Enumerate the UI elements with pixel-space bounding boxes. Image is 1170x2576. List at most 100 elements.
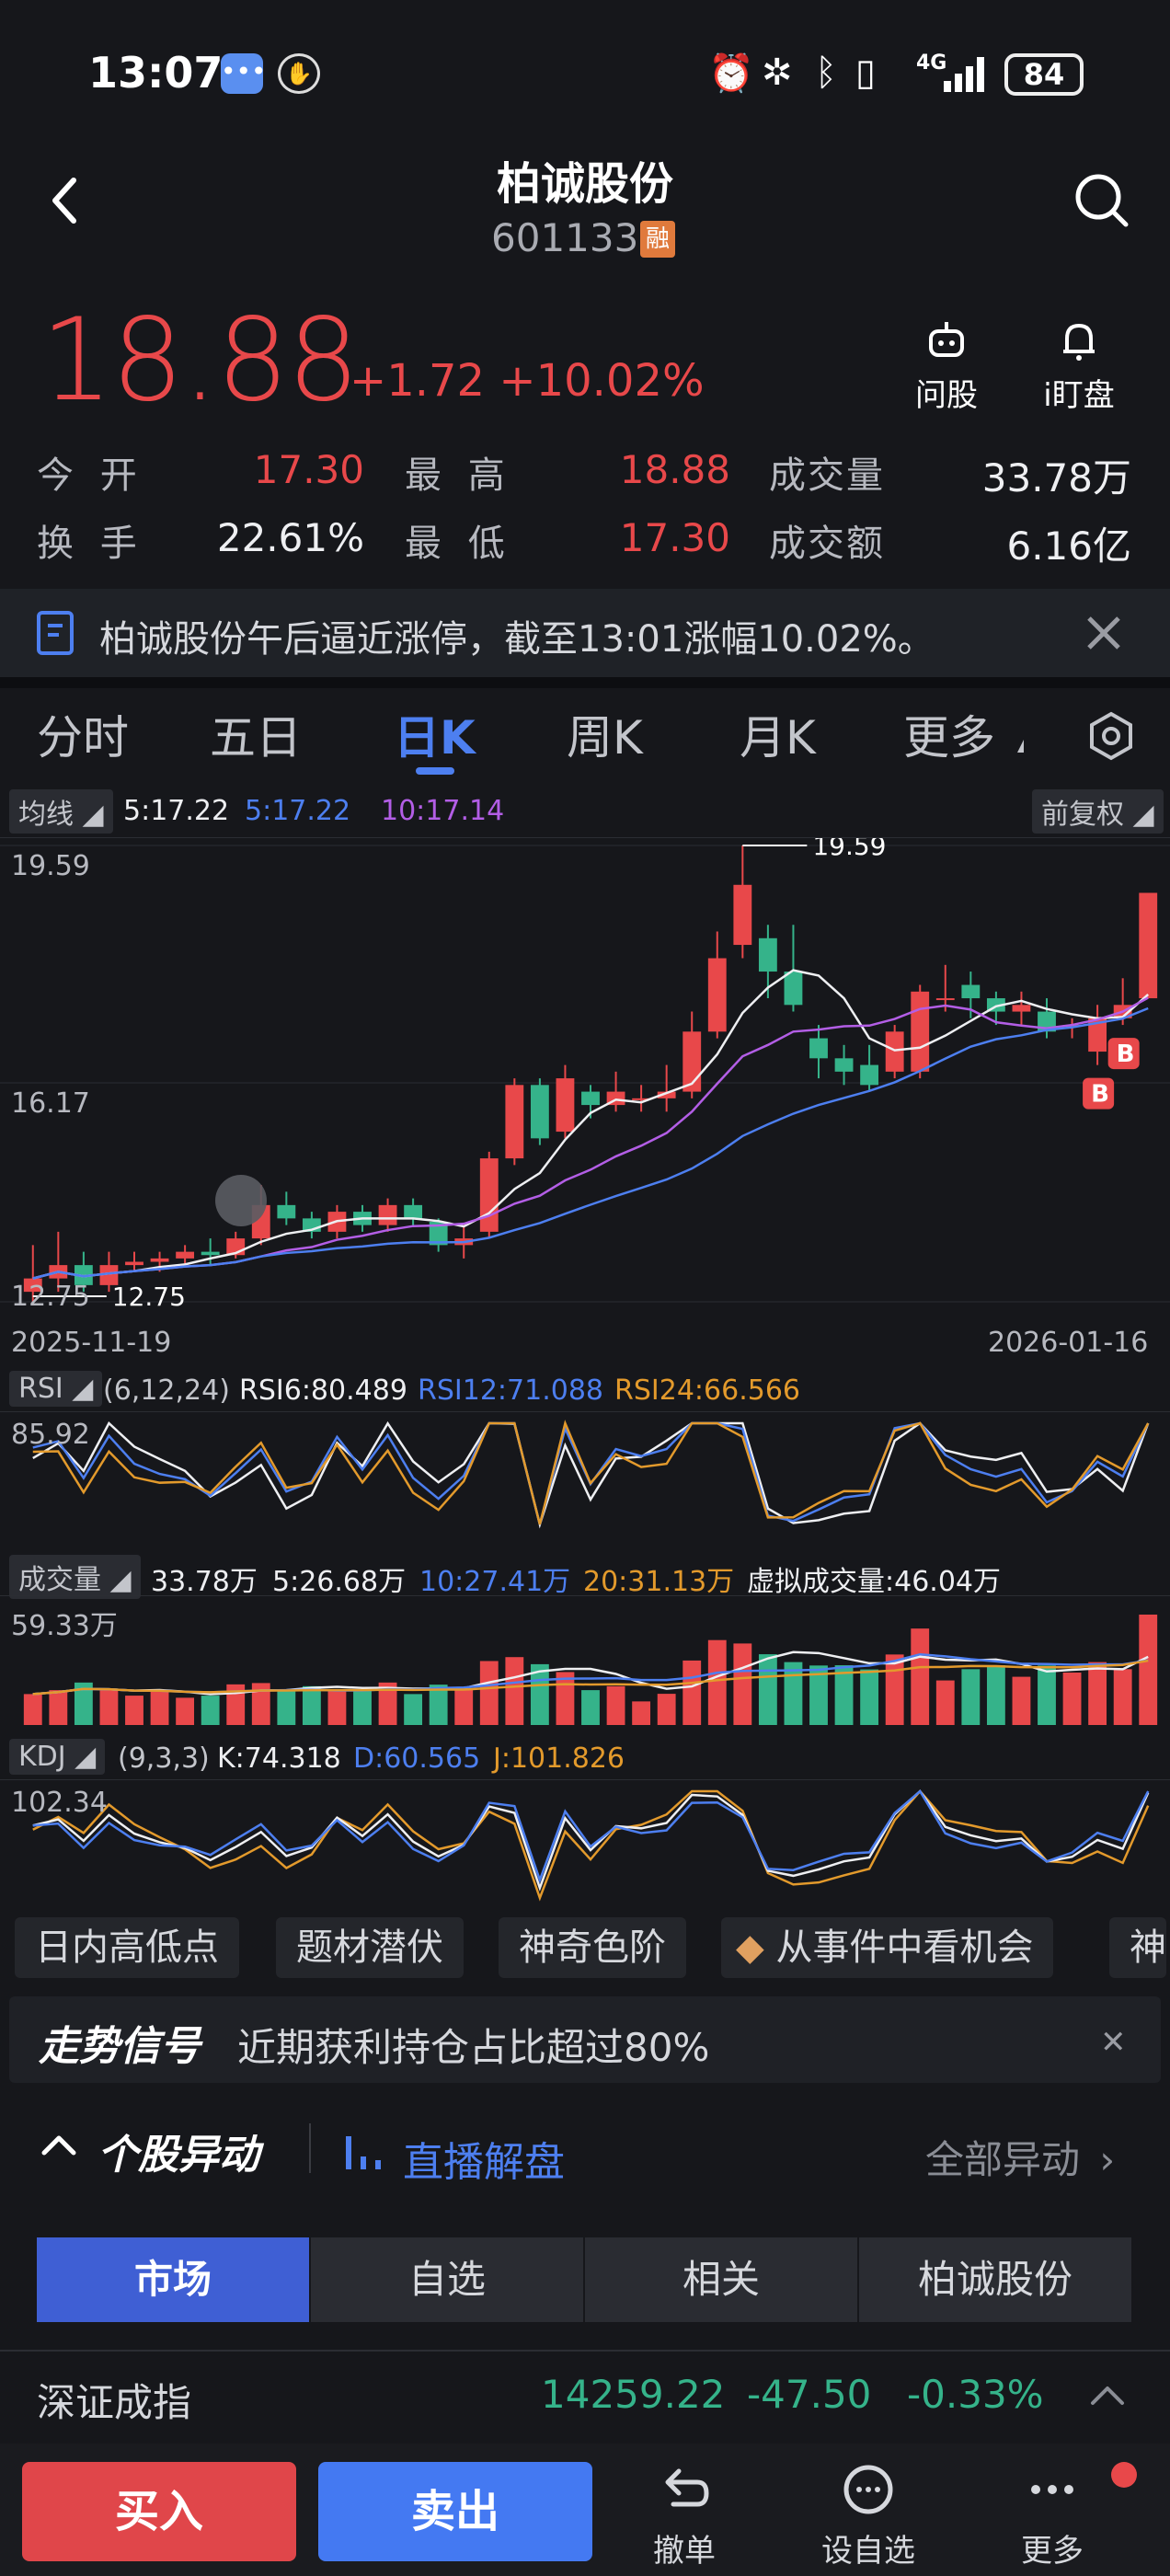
volume-bar xyxy=(784,1662,803,1725)
active-tab-indicator xyxy=(416,767,454,775)
kdj-selector[interactable]: KDJ ◢ xyxy=(9,1739,106,1775)
candle-body xyxy=(429,1221,448,1246)
kdj-d-line xyxy=(32,1789,1150,1884)
kdj-y-top: 102.34 xyxy=(11,1787,108,1819)
kdj-k-line xyxy=(32,1789,1150,1892)
high-label: 最 高 xyxy=(405,454,512,497)
kdj-svg xyxy=(32,1789,1150,1902)
ma-selector[interactable]: 均线 ◢ xyxy=(9,789,113,834)
tab-intraday[interactable]: 分时 xyxy=(37,711,129,765)
volume-chart[interactable] xyxy=(0,1595,1170,1725)
candle-body xyxy=(176,1251,195,1259)
volume-bar xyxy=(935,1680,955,1725)
candle-body xyxy=(556,1078,575,1133)
chevron-up-icon xyxy=(1091,2386,1124,2405)
more-button[interactable]: 更多 xyxy=(988,2462,1117,2570)
buy-signal-badge xyxy=(1083,1077,1115,1110)
buy-signal-label: B xyxy=(1091,1081,1109,1109)
volume-bar xyxy=(327,1690,347,1725)
candle-body xyxy=(632,1098,651,1100)
candle-body xyxy=(1012,1005,1031,1012)
dropdown-triangle-icon xyxy=(1017,740,1024,753)
tab-more[interactable]: 更多 xyxy=(903,711,995,765)
rsi12-line xyxy=(32,1421,1150,1525)
volume-selector[interactable]: 成交量 ◢ xyxy=(9,1555,141,1599)
more-label: 更多 xyxy=(1021,2533,1084,2570)
volume-bar xyxy=(1012,1676,1031,1725)
live-analysis-link[interactable]: 直播解盘 xyxy=(403,2139,565,2186)
chip-events-label: 从事件中看机会 xyxy=(775,1926,1034,1969)
min-marker-label: 12.75 xyxy=(112,1282,186,1312)
candle-body xyxy=(201,1251,220,1256)
chip-theme[interactable]: 题材潜伏 xyxy=(276,1917,464,1978)
chip-intraday-highlow[interactable]: 日内高低点 xyxy=(15,1917,239,1978)
rsi-svg xyxy=(32,1420,1150,1529)
pencil-icon xyxy=(215,1175,267,1226)
ask-stock-label: 问股 xyxy=(915,377,978,414)
volume-bar xyxy=(1038,1665,1056,1725)
tab-daily-k[interactable]: 日K xyxy=(394,711,476,765)
volume-bar xyxy=(657,1694,676,1725)
close-signal-button[interactable]: ✕ xyxy=(1100,2024,1127,2061)
cancel-order-button[interactable]: 撤单 xyxy=(620,2462,749,2570)
volume-bar xyxy=(606,1685,625,1725)
rsi-selector[interactable]: RSI ◢ xyxy=(9,1371,103,1407)
ask-stock-button[interactable]: 问股 xyxy=(896,318,997,415)
back-button[interactable] xyxy=(46,173,92,228)
seg-watchlist[interactable]: 自选 xyxy=(311,2237,583,2322)
kdj-selector-label: KDJ xyxy=(18,1741,66,1773)
diamond-icon: ◆ xyxy=(736,1926,764,1969)
collapse-movement-button[interactable] xyxy=(39,2131,79,2162)
trend-signal-card[interactable] xyxy=(9,1996,1161,2083)
divider xyxy=(0,677,1170,688)
news-banner[interactable] xyxy=(0,589,1170,677)
chip-events[interactable]: ◆ 从事件中看机会 xyxy=(721,1917,1054,1978)
status-bar: 13:07 ••• ✋ ⏰ ✲ ᛒ ▯ 4G 84 xyxy=(0,0,1170,147)
volume-ma20-line xyxy=(32,1659,1149,1696)
search-button[interactable] xyxy=(1072,171,1131,230)
kline-date-end: 2026-01-16 xyxy=(988,1327,1149,1359)
seg-stock[interactable]: 柏诚股份 xyxy=(859,2237,1131,2322)
all-movements-label: 全部异动 xyxy=(925,2137,1081,2182)
volume-bar xyxy=(176,1697,195,1725)
index-row[interactable] xyxy=(0,2350,1170,2438)
kdj-j: J:101.826 xyxy=(493,1742,625,1775)
rsi-chart[interactable] xyxy=(0,1411,1170,1535)
seg-related[interactable]: 相关 xyxy=(585,2237,857,2322)
kline-y-top: 19.59 xyxy=(11,850,90,882)
chip-color-scale[interactable]: 神奇色阶 xyxy=(499,1917,686,1978)
chip-more[interactable]: 神 xyxy=(1109,1917,1166,1978)
open-label: 今 开 xyxy=(37,454,144,497)
document-icon xyxy=(37,611,74,655)
tab-weekly-k[interactable]: 周K xyxy=(567,711,643,765)
volume-bar xyxy=(682,1660,702,1725)
kdj-chart[interactable] xyxy=(0,1779,1170,1908)
sell-button[interactable]: 卖出 xyxy=(318,2462,592,2561)
kline-chart[interactable]: 19.59 12.75 B B xyxy=(0,831,1170,1321)
candle-body xyxy=(784,972,803,1006)
candle-body xyxy=(935,998,955,1001)
ma20-value: 5:17.22 xyxy=(245,795,351,827)
volume-bar xyxy=(911,1628,930,1725)
candle-body xyxy=(378,1204,397,1225)
volume-bar xyxy=(454,1689,474,1725)
close-news-button[interactable] xyxy=(1084,613,1124,657)
add-watchlist-button[interactable]: 设自选 xyxy=(804,2462,933,2570)
seg-market[interactable]: 市场 xyxy=(37,2237,309,2322)
tab-five-day[interactable]: 五日 xyxy=(210,711,302,765)
candle-body xyxy=(733,884,752,946)
ma20-line xyxy=(32,1006,1149,1280)
adjust-selector[interactable]: 前复权 ◢ xyxy=(1032,789,1164,834)
network-label: 4G xyxy=(916,52,947,75)
rsi12-value: RSI12:71.088 xyxy=(418,1374,603,1407)
watch-button[interactable]: i盯盘 xyxy=(1028,318,1130,415)
volume-bar xyxy=(834,1665,854,1725)
tab-monthly-k[interactable]: 月K xyxy=(740,711,816,765)
buy-button[interactable]: 买入 xyxy=(22,2462,296,2561)
chart-settings-button[interactable] xyxy=(1085,710,1137,765)
battery-indicator: 84 xyxy=(1004,53,1084,96)
all-movements-link[interactable]: 全部异动 › xyxy=(925,2129,1115,2185)
bell-icon xyxy=(1063,324,1095,361)
rsi24-value: RSI24:66.566 xyxy=(614,1374,800,1407)
expand-index-button[interactable] xyxy=(1089,2383,1126,2412)
